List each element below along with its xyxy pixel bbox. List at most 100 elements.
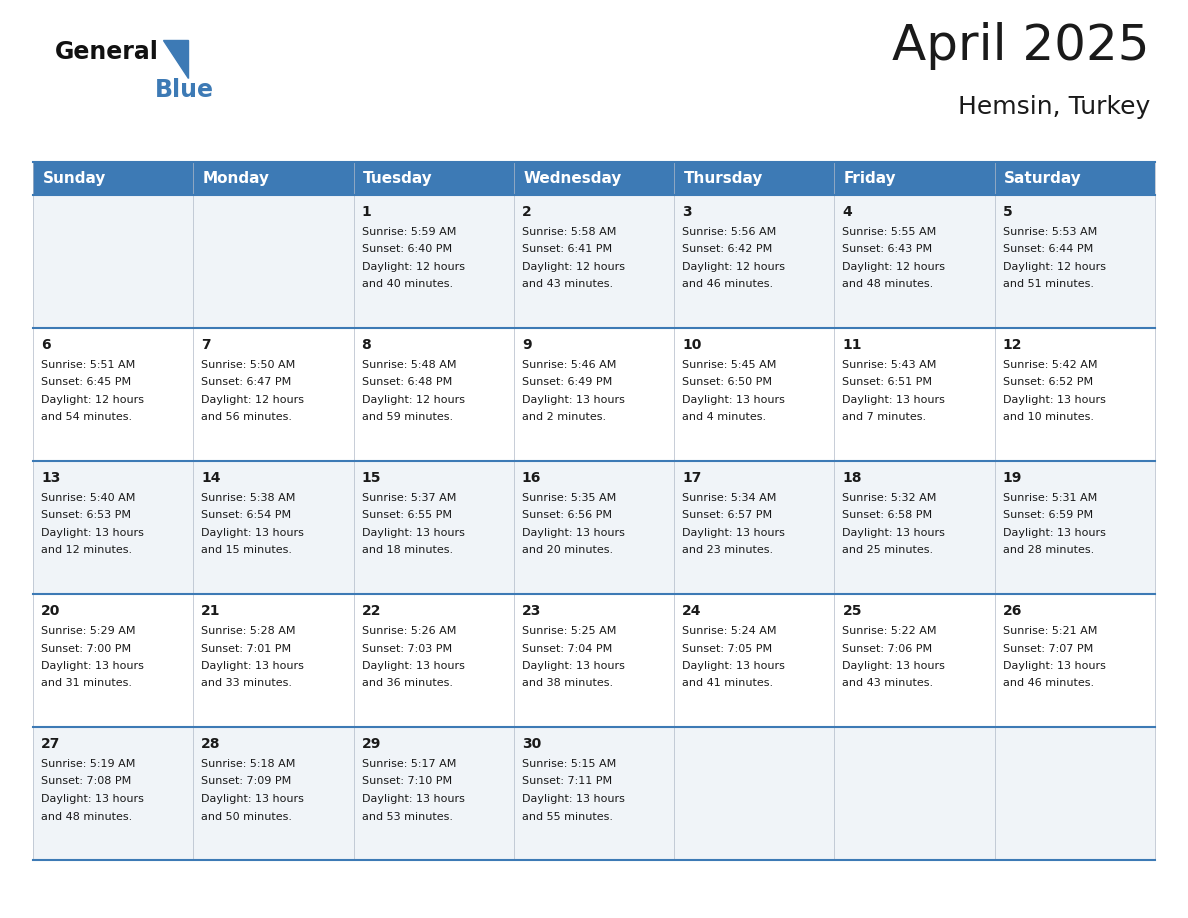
Bar [834,594,994,727]
Text: Sunrise: 5:28 AM: Sunrise: 5:28 AM [201,626,296,636]
Bar [33,328,194,461]
Text: 9: 9 [522,338,531,352]
Text: Sunrise: 5:42 AM: Sunrise: 5:42 AM [1003,360,1098,370]
Text: Sunrise: 5:46 AM: Sunrise: 5:46 AM [522,360,617,370]
Text: Daylight: 12 hours: Daylight: 12 hours [361,395,465,405]
Bar [354,328,514,461]
Text: Sunset: 6:51 PM: Sunset: 6:51 PM [842,377,933,387]
Text: 30: 30 [522,737,541,751]
Bar [514,594,674,727]
Text: 20: 20 [42,604,61,618]
Text: Daylight: 12 hours: Daylight: 12 hours [1003,262,1106,272]
Text: Sunrise: 5:24 AM: Sunrise: 5:24 AM [682,626,777,636]
Text: Sunrise: 5:18 AM: Sunrise: 5:18 AM [201,759,296,769]
Text: and 7 minutes.: and 7 minutes. [842,412,927,422]
Bar [354,594,514,727]
Text: Daylight: 13 hours: Daylight: 13 hours [1003,661,1106,671]
Text: Sunrise: 5:26 AM: Sunrise: 5:26 AM [361,626,456,636]
Text: Sunset: 7:11 PM: Sunset: 7:11 PM [522,777,612,787]
Text: Hemsin, Turkey: Hemsin, Turkey [958,95,1150,119]
Bar [194,328,354,461]
Text: and 46 minutes.: and 46 minutes. [682,279,773,289]
Text: Daylight: 13 hours: Daylight: 13 hours [522,528,625,538]
Text: 14: 14 [201,471,221,485]
Text: 28: 28 [201,737,221,751]
Text: Wednesday: Wednesday [524,171,621,186]
Text: Daylight: 12 hours: Daylight: 12 hours [201,395,304,405]
Bar [194,727,354,860]
Text: 13: 13 [42,471,61,485]
Polygon shape [163,40,188,78]
Text: 1: 1 [361,205,372,219]
Text: Sunset: 6:56 PM: Sunset: 6:56 PM [522,510,612,521]
Text: Daylight: 13 hours: Daylight: 13 hours [42,661,144,671]
Text: Daylight: 12 hours: Daylight: 12 hours [842,262,946,272]
Text: Sunrise: 5:53 AM: Sunrise: 5:53 AM [1003,227,1097,237]
Text: Sunset: 7:09 PM: Sunset: 7:09 PM [201,777,291,787]
Bar [994,162,1155,195]
Text: and 23 minutes.: and 23 minutes. [682,545,773,555]
Text: 29: 29 [361,737,381,751]
Text: Sunset: 6:48 PM: Sunset: 6:48 PM [361,377,451,387]
Bar [514,162,674,195]
Text: and 53 minutes.: and 53 minutes. [361,812,453,822]
Text: Blue: Blue [154,78,214,102]
Text: Daylight: 13 hours: Daylight: 13 hours [522,395,625,405]
Text: Sunset: 6:47 PM: Sunset: 6:47 PM [201,377,291,387]
Text: and 15 minutes.: and 15 minutes. [201,545,292,555]
Text: 2: 2 [522,205,531,219]
Text: Daylight: 13 hours: Daylight: 13 hours [682,528,785,538]
Text: and 59 minutes.: and 59 minutes. [361,412,453,422]
Text: 12: 12 [1003,338,1022,352]
Text: 19: 19 [1003,471,1022,485]
Text: Sunset: 7:10 PM: Sunset: 7:10 PM [361,777,451,787]
Text: Sunset: 6:49 PM: Sunset: 6:49 PM [522,377,612,387]
Text: Sunrise: 5:25 AM: Sunrise: 5:25 AM [522,626,617,636]
Text: Daylight: 13 hours: Daylight: 13 hours [42,528,144,538]
Text: Sunset: 6:54 PM: Sunset: 6:54 PM [201,510,291,521]
Text: Sunset: 7:05 PM: Sunset: 7:05 PM [682,644,772,654]
Text: Daylight: 13 hours: Daylight: 13 hours [201,528,304,538]
Bar [33,461,194,594]
Text: and 12 minutes.: and 12 minutes. [42,545,132,555]
Text: 5: 5 [1003,205,1012,219]
Bar [674,328,834,461]
Text: Daylight: 13 hours: Daylight: 13 hours [42,794,144,804]
Text: Sunset: 7:04 PM: Sunset: 7:04 PM [522,644,612,654]
Bar [834,461,994,594]
Text: Sunrise: 5:19 AM: Sunrise: 5:19 AM [42,759,135,769]
Bar [994,461,1155,594]
Text: Sunrise: 5:56 AM: Sunrise: 5:56 AM [682,227,777,237]
Text: Sunrise: 5:59 AM: Sunrise: 5:59 AM [361,227,456,237]
Text: Sunrise: 5:45 AM: Sunrise: 5:45 AM [682,360,777,370]
Bar [674,461,834,594]
Text: Sunset: 6:40 PM: Sunset: 6:40 PM [361,244,451,254]
Text: Sunday: Sunday [43,171,106,186]
Text: 17: 17 [682,471,702,485]
Text: and 48 minutes.: and 48 minutes. [842,279,934,289]
Text: 27: 27 [42,737,61,751]
Text: Sunrise: 5:55 AM: Sunrise: 5:55 AM [842,227,936,237]
Bar [194,195,354,328]
Text: Sunrise: 5:48 AM: Sunrise: 5:48 AM [361,360,456,370]
Text: 22: 22 [361,604,381,618]
Text: Sunset: 7:03 PM: Sunset: 7:03 PM [361,644,451,654]
Text: Sunrise: 5:43 AM: Sunrise: 5:43 AM [842,360,937,370]
Text: 3: 3 [682,205,691,219]
Text: and 54 minutes.: and 54 minutes. [42,412,132,422]
Text: Sunrise: 5:50 AM: Sunrise: 5:50 AM [201,360,296,370]
Text: Daylight: 13 hours: Daylight: 13 hours [682,395,785,405]
Bar [33,727,194,860]
Text: Sunrise: 5:31 AM: Sunrise: 5:31 AM [1003,493,1097,503]
Text: and 43 minutes.: and 43 minutes. [522,279,613,289]
Text: Monday: Monday [203,171,270,186]
Text: Sunset: 6:43 PM: Sunset: 6:43 PM [842,244,933,254]
Text: Sunset: 6:41 PM: Sunset: 6:41 PM [522,244,612,254]
Text: and 2 minutes.: and 2 minutes. [522,412,606,422]
Text: Sunset: 6:44 PM: Sunset: 6:44 PM [1003,244,1093,254]
Text: Sunrise: 5:37 AM: Sunrise: 5:37 AM [361,493,456,503]
Text: 4: 4 [842,205,852,219]
Text: 8: 8 [361,338,372,352]
Bar [674,594,834,727]
Text: Sunrise: 5:35 AM: Sunrise: 5:35 AM [522,493,617,503]
